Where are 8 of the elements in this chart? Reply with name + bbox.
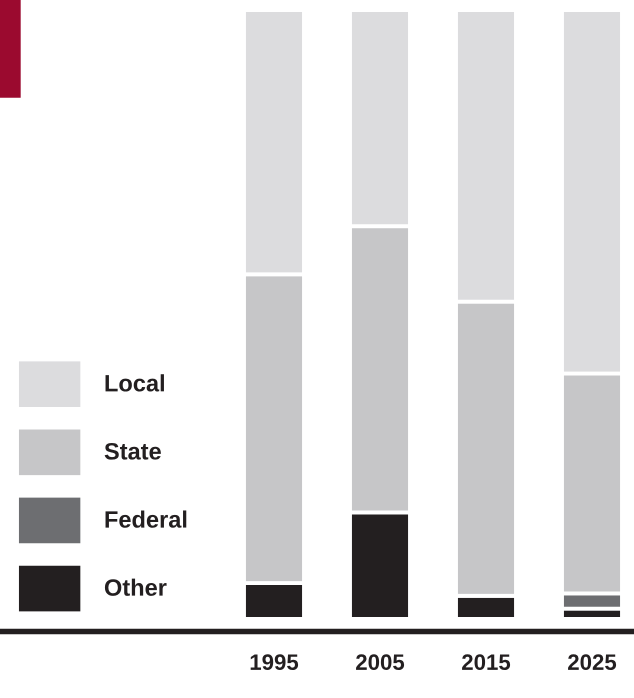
legend-label: State bbox=[104, 442, 161, 460]
legend-label: Other bbox=[104, 578, 167, 596]
legend-label: Federal bbox=[106, 510, 186, 528]
x-tick-label: 2005 bbox=[356, 654, 404, 670]
x-tick-label: 1995 bbox=[250, 654, 298, 670]
x-tick-label: 2015 bbox=[462, 654, 510, 670]
x-tick-label: 2025 bbox=[568, 654, 616, 670]
legend-label: Local bbox=[106, 374, 164, 392]
